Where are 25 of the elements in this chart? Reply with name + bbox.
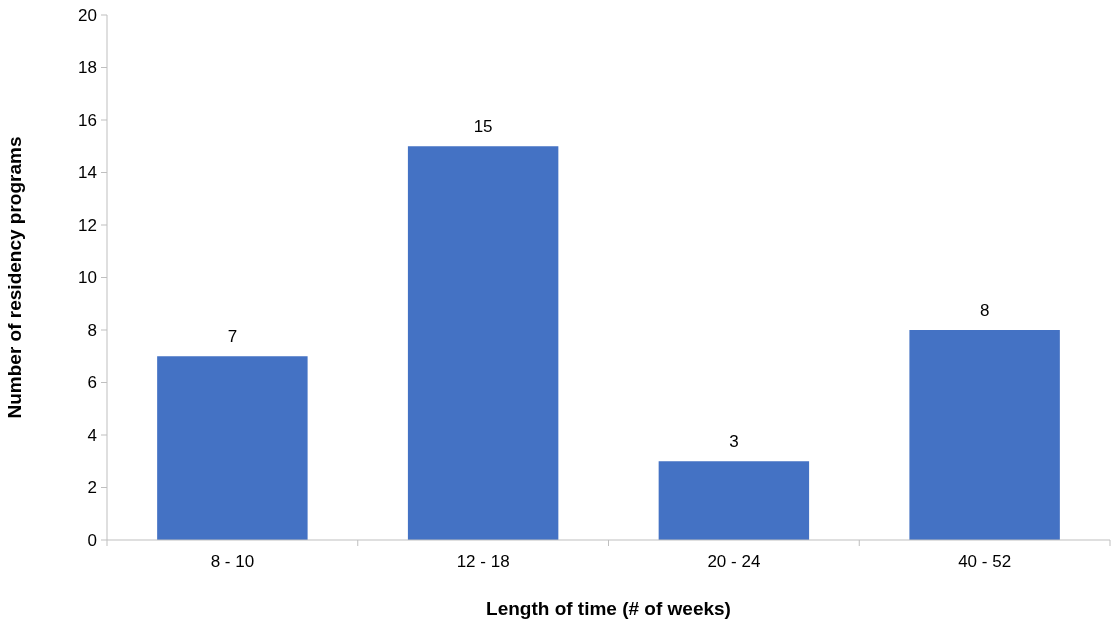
bar [909, 330, 1060, 540]
x-tick-label: 40 - 52 [958, 552, 1012, 571]
bar [658, 461, 810, 540]
bar [407, 146, 559, 540]
y-tick-label: 4 [87, 425, 97, 445]
y-tick-label: 10 [78, 268, 97, 288]
y-axis-title: Number of residency programs [4, 136, 25, 419]
x-tick-label: 12 - 18 [456, 552, 510, 571]
y-tick-label: 16 [78, 110, 97, 130]
y-tick-label: 0 [87, 530, 97, 550]
data-label: 7 [227, 327, 238, 347]
y-tick-label: 6 [87, 373, 97, 393]
y-tick-label: 20 [78, 5, 97, 25]
y-tick-label: 18 [78, 58, 97, 78]
y-tick-label: 2 [87, 478, 97, 498]
bar [157, 356, 308, 540]
x-axis-title: Length of time (# of weeks) [486, 598, 731, 619]
data-label: 8 [979, 301, 990, 320]
x-tick-label: 8 - 10 [210, 552, 255, 571]
y-tick-label: 14 [78, 163, 97, 183]
data-label: 3 [729, 432, 739, 452]
data-label: 15 [473, 117, 493, 137]
x-tick-label: 20 - 24 [707, 552, 761, 571]
y-tick-label: 8 [87, 320, 97, 340]
y-tick-label: 12 [78, 215, 97, 235]
